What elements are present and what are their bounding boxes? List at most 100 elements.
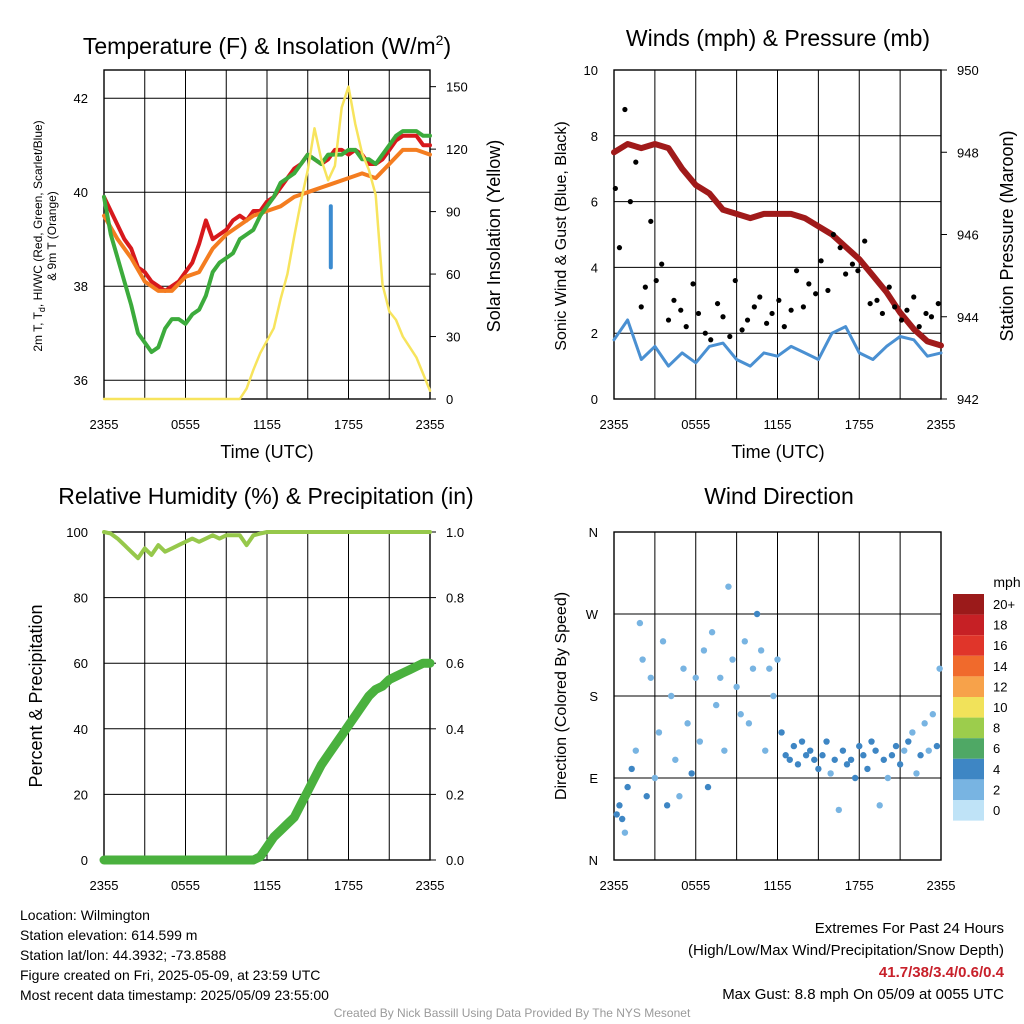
gust-point [886,284,892,290]
direction-point [613,811,620,818]
humidity-ytick-label: 40 [74,722,88,737]
extremes-title: Extremes For Past 24 Hours [814,920,1004,937]
winds-y2tick-label: 944 [957,310,979,325]
direction-point [827,770,834,777]
direction-xtick-label: 1155 [764,878,792,893]
gust-point [720,314,726,320]
direction-frame [613,531,942,861]
winds-y2tick-label: 950 [957,63,979,78]
direction-point [856,742,863,750]
humidity-xtick-label: 1155 [253,878,281,893]
direction-point [628,765,635,773]
rh-series-line [102,530,432,561]
gust-point [928,314,935,320]
station-elevation: Station elevation: 614.599 m [20,927,198,943]
gust-point [898,317,905,323]
gust-point [781,324,787,330]
gust-point [862,238,868,244]
gust-point [892,304,898,310]
direction-ytick-label: S [589,689,598,704]
gust-point [874,297,880,303]
direction-point [696,738,704,745]
direction-xtick-label: 1755 [845,878,874,893]
winds-xtick-label: 1755 [845,417,874,432]
gust-point [665,317,672,323]
direction-point [721,747,728,754]
direction-point [729,656,736,663]
direction-point [688,770,695,777]
temperature-frame [103,69,431,400]
direction-point [807,747,814,754]
figure-created: Figure created on Fri, 2025-05-09, at 23… [20,967,321,983]
credit-line: Created By Nick Bassill Using Data Provi… [333,1006,691,1020]
winds-xlabel: Time (UTC) [731,442,824,462]
gust-point [671,297,677,303]
direction-point [632,747,639,754]
direction-point [725,583,732,590]
humidity-y2tick-label: 0.4 [446,722,464,737]
legend-label: 4 [993,762,1000,777]
direction-point [733,683,740,691]
legend-label: 14 [993,659,1007,674]
legend-label: 10 [993,700,1007,715]
station-info: Location: Wilmington Station elevation: … [20,905,329,1005]
temperature-y2tick-label: 150 [446,80,468,95]
gust-point [776,297,782,303]
direction-point [753,610,761,618]
direction-point [745,720,753,727]
direction-point [737,711,744,718]
humidity-ytick-label: 100 [66,525,88,540]
direction-point [770,692,777,700]
gust-point [800,304,806,310]
legend-swatch [953,800,984,821]
temperature-xtick-label: 2355 [416,417,445,432]
gust-point [849,261,856,267]
direction-point [774,656,781,663]
legend-swatch [953,614,984,636]
direction-point [860,752,867,759]
direction-point [621,829,629,836]
direction-point [933,742,941,750]
direction-ytick-label: N [589,525,598,540]
direction-point [794,761,802,768]
direction-point [717,674,724,681]
direction-point [672,756,679,763]
direction-point [913,770,920,777]
gust-point [659,261,665,267]
gust-point [806,281,812,287]
gust-point [825,287,831,294]
gust-point [793,268,800,274]
direction-point [892,742,900,750]
humidity-ytick-label: 0 [81,853,88,868]
gust-point [714,300,721,307]
humidity-ylabel: Percent & Precipitation [26,604,46,787]
gust-point [911,294,917,300]
legend-swatch [953,738,984,759]
gust-point [764,320,770,326]
gust-point [837,245,843,251]
gust-point [916,324,922,330]
direction-xtick-label: 2355 [600,878,629,893]
gust-point [788,307,794,313]
gust-point [855,268,861,274]
direction-point [815,765,822,773]
direction-point [618,815,626,823]
station-location: Location: Wilmington [20,907,150,923]
direction-point [917,752,924,759]
legend-label: 16 [993,638,1007,653]
direction-point [823,738,830,745]
winds-y2tick-label: 948 [957,145,979,160]
humidity-y2tick-label: 0.2 [446,787,464,802]
legend-swatch [953,697,984,718]
direction-point [757,647,765,654]
temperature-ylabel-2: & 9m T (Orange) [45,191,59,281]
gust-point [653,277,659,284]
humidity-y2tick-label: 0.8 [446,591,464,606]
temperature-y2tick-label: 120 [446,142,468,157]
direction-point [819,752,826,759]
humidity-ytick-label: 60 [74,656,88,671]
gust-point [732,277,738,284]
gust-point [904,307,910,313]
direction-xtick-label: 2355 [927,878,956,893]
